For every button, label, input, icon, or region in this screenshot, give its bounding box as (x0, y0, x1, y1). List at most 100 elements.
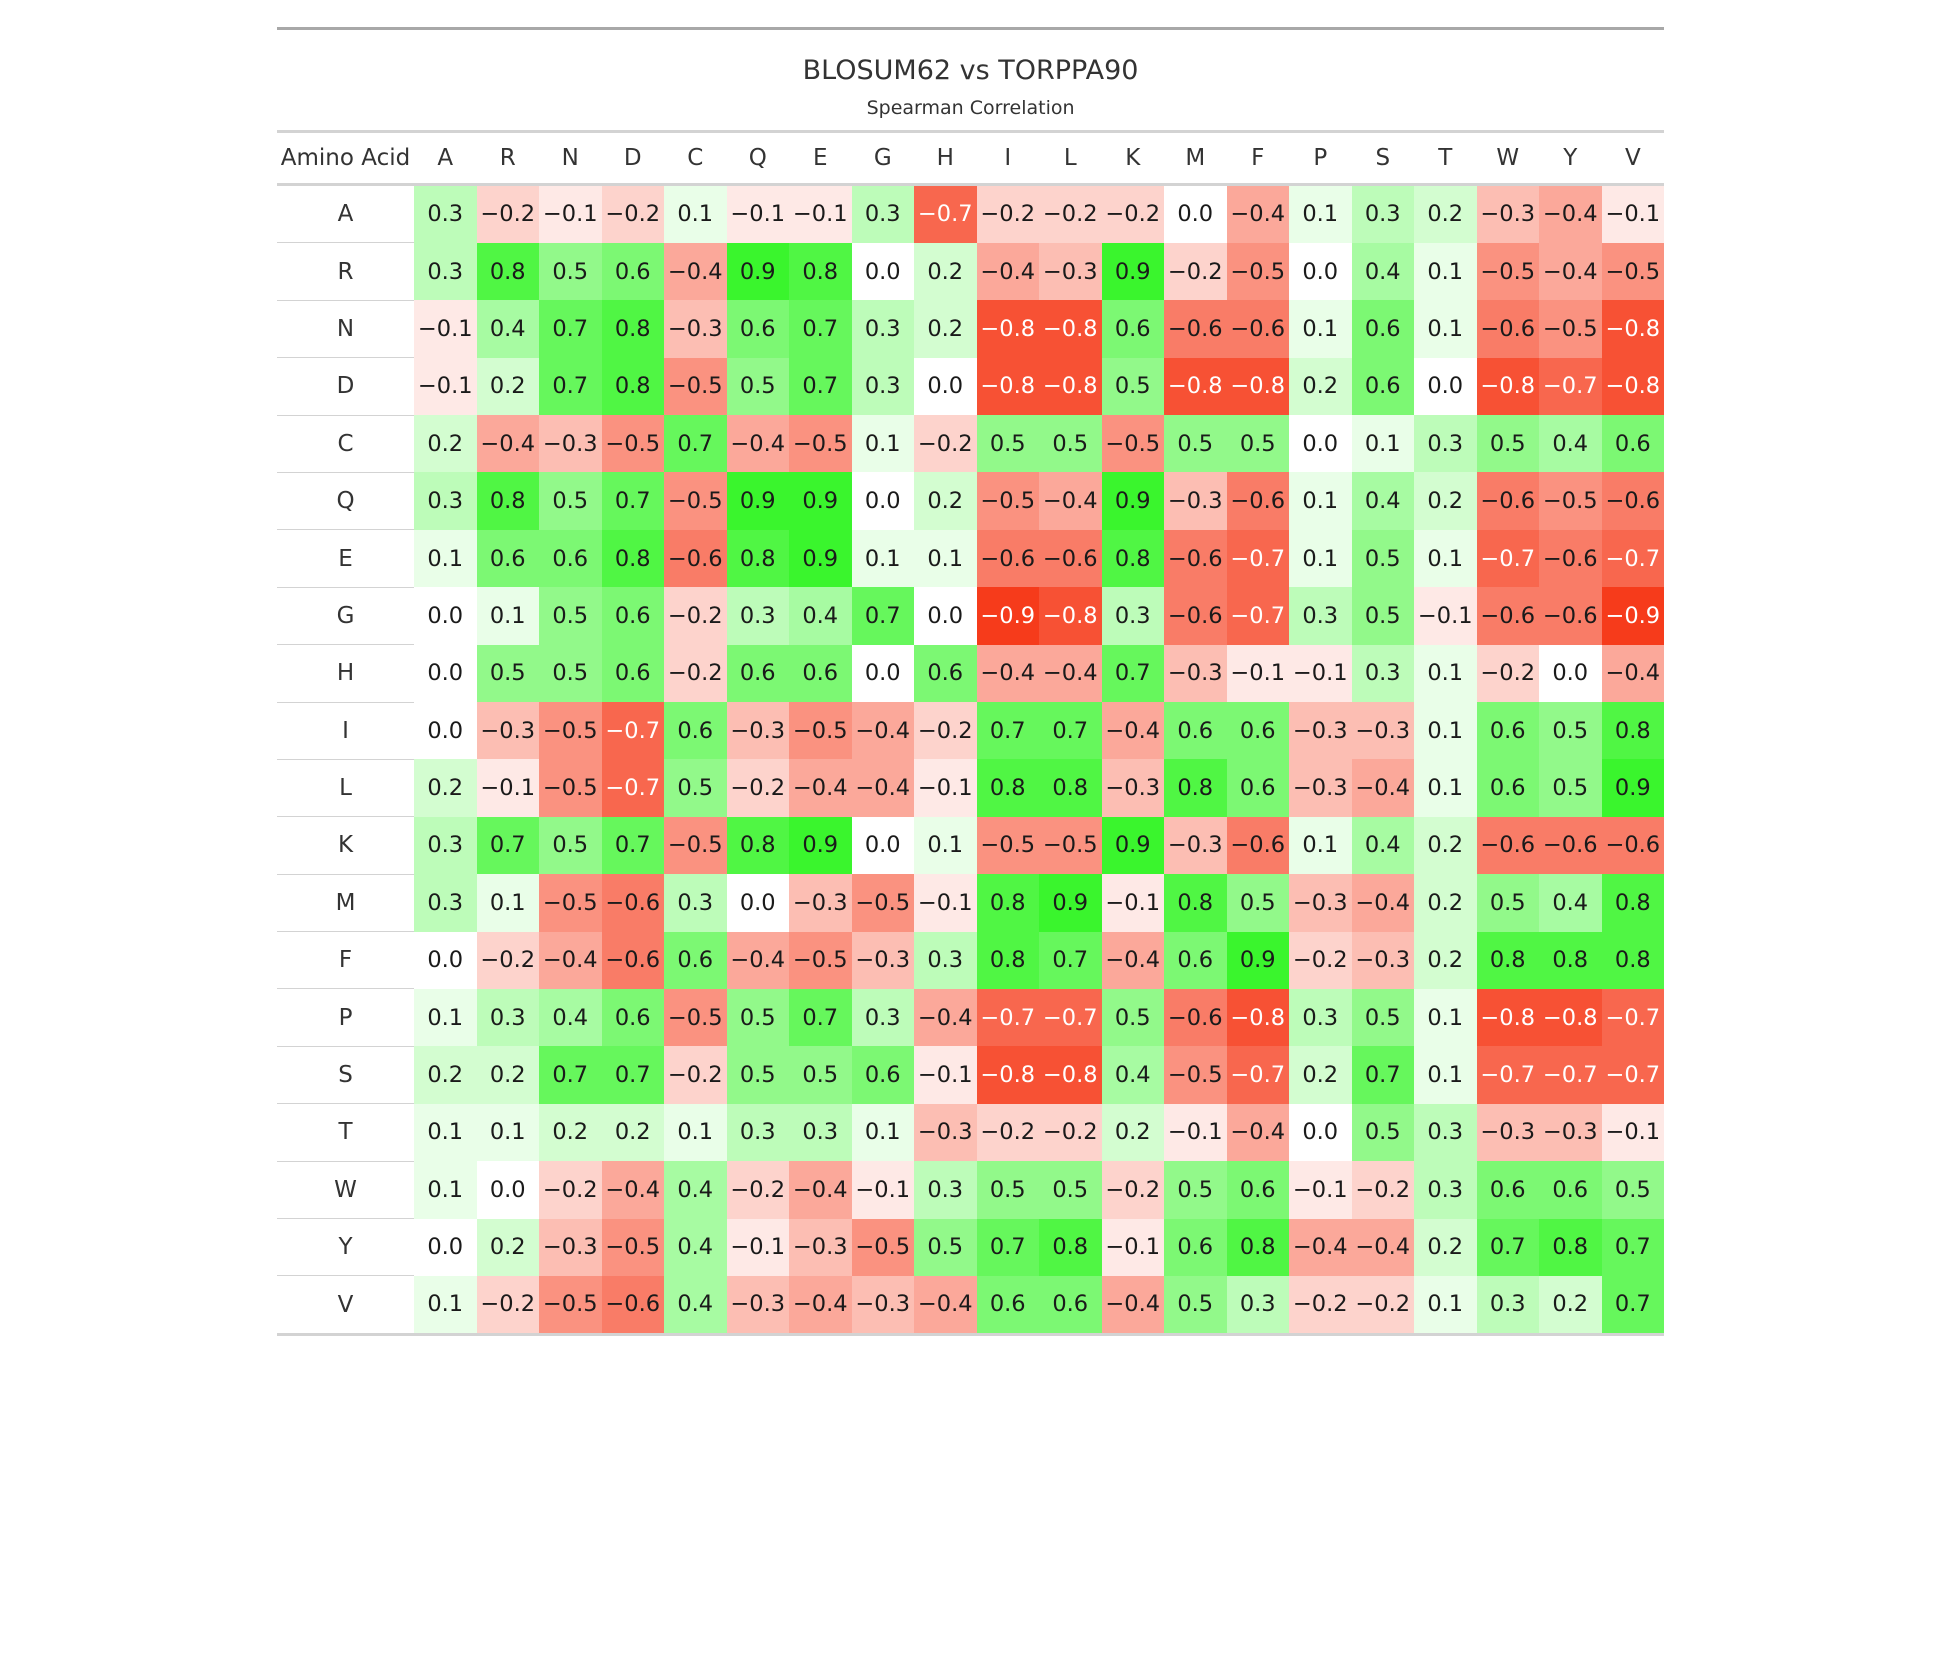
heatmap-cell-V-D: −0.6 (601, 1275, 664, 1335)
heatmap-cell-V-N: −0.5 (539, 1275, 602, 1335)
heatmap-cell-R-A: 0.3 (414, 242, 477, 301)
heatmap-cell-Q-F: −0.6 (1226, 472, 1289, 530)
heatmap-cell-D-K: 0.5 (1101, 357, 1164, 416)
heatmap-cell-T-E: 0.3 (789, 1103, 852, 1162)
heatmap-row-D: D −0.1 0.2 0.7 0.8 −0.5 0.5 0.7 0.3 0.0 −0.8 −0.8 0.… (277, 357, 1665, 416)
column-header-I: I (976, 131, 1039, 186)
heatmap-cell-K-N: 0.5 (539, 816, 602, 875)
heatmap-cell-K-D: 0.7 (601, 816, 664, 875)
heatmap-cell-R-S: 0.4 (1351, 242, 1414, 301)
heatmap-cell-C-H: −0.2 (914, 415, 977, 473)
heatmap-cell-R-N: 0.5 (539, 242, 602, 301)
heatmap-cell-P-G: 0.3 (851, 988, 914, 1047)
heatmap-cell-D-I: −0.8 (976, 357, 1039, 416)
heatmap-cell-R-D: 0.6 (601, 242, 664, 301)
heatmap-cell-F-F: 0.9 (1226, 931, 1289, 989)
heatmap-cell-S-V: −0.7 (1601, 1046, 1665, 1104)
heatmap-cell-Q-K: 0.9 (1101, 472, 1164, 530)
row-label-V: V (277, 1275, 414, 1335)
heatmap-cell-L-P: −0.3 (1289, 759, 1352, 817)
heatmap-cell-V-M: 0.5 (1164, 1275, 1227, 1335)
heatmap-cell-A-T: 0.2 (1414, 184, 1477, 243)
heatmap-cell-Q-Y: −0.5 (1539, 472, 1602, 530)
column-header-W: W (1476, 131, 1539, 186)
heatmap-cell-L-T: 0.1 (1414, 759, 1477, 817)
heatmap-cell-V-I: 0.6 (976, 1275, 1039, 1335)
heatmap-cell-F-C: 0.6 (664, 931, 727, 989)
heatmap-cell-R-F: −0.5 (1226, 242, 1289, 301)
heatmap-cell-P-C: −0.5 (664, 988, 727, 1047)
heatmap-cell-P-N: 0.4 (539, 988, 602, 1047)
heatmap-cell-N-A: −0.1 (414, 300, 477, 358)
heatmap-cell-Y-L: 0.8 (1039, 1218, 1102, 1276)
heatmap-cell-R-V: −0.5 (1601, 242, 1665, 301)
row-label-Y: Y (277, 1218, 414, 1276)
heatmap-cell-L-Y: 0.5 (1539, 759, 1602, 817)
title-row: BLOSUM62 vs TORPPA90 (277, 29, 1664, 86)
heatmap-cell-Y-H: 0.5 (914, 1218, 977, 1276)
heatmap-cell-V-R: −0.2 (476, 1275, 539, 1335)
heatmap-cell-I-D: −0.7 (601, 702, 664, 760)
heatmap-cell-M-W: 0.5 (1476, 874, 1539, 932)
heatmap-cell-Y-C: 0.4 (664, 1218, 727, 1276)
heatmap-cell-T-W: −0.3 (1476, 1103, 1539, 1162)
heatmap-cell-F-Y: 0.8 (1539, 931, 1602, 989)
heatmap-cell-H-A: 0.0 (414, 644, 477, 703)
row-label-P: P (277, 988, 414, 1047)
heatmap-cell-T-H: −0.3 (914, 1103, 977, 1162)
heatmap-cell-K-C: −0.5 (664, 816, 727, 875)
heatmap-cell-L-I: 0.8 (976, 759, 1039, 817)
heatmap-row-C: C 0.2 −0.4 −0.3 −0.5 0.7 −0.4 −0.5 0.1 −0.2 0.5 0.5… (277, 414, 1665, 473)
heatmap-cell-Q-D: 0.7 (601, 472, 664, 530)
heatmap-cell-C-G: 0.1 (851, 415, 914, 473)
heatmap-cell-Y-I: 0.7 (976, 1218, 1039, 1276)
heatmap-cell-Y-M: 0.6 (1164, 1218, 1227, 1276)
heatmap-cell-G-S: 0.5 (1351, 587, 1414, 645)
heatmap-cell-N-P: 0.1 (1289, 300, 1352, 358)
heatmap-cell-I-N: −0.5 (539, 702, 602, 760)
heatmap-cell-V-L: 0.6 (1039, 1275, 1102, 1335)
heatmap-cell-L-V: 0.9 (1601, 759, 1665, 817)
heatmap-cell-M-C: 0.3 (664, 874, 727, 932)
heatmap-cell-N-H: 0.2 (914, 300, 977, 358)
heatmap-cell-R-R: 0.8 (476, 242, 539, 301)
row-label-Q: Q (277, 471, 414, 530)
column-header-G: G (851, 131, 914, 186)
heatmap-cell-M-S: −0.4 (1351, 874, 1414, 932)
heatmap-cell-A-N: −0.1 (539, 184, 602, 243)
heatmap-cell-P-K: 0.5 (1101, 988, 1164, 1047)
heatmap-cell-S-T: 0.1 (1414, 1046, 1477, 1104)
heatmap-cell-H-R: 0.5 (476, 644, 539, 703)
heatmap-cell-K-Q: 0.8 (726, 816, 789, 875)
heatmap-cell-N-G: 0.3 (851, 300, 914, 358)
heatmap-cell-F-M: 0.6 (1164, 931, 1227, 989)
heatmap-cell-N-V: −0.8 (1601, 300, 1665, 358)
heatmap-cell-Y-S: −0.4 (1351, 1218, 1414, 1276)
heatmap-cell-A-D: −0.2 (601, 184, 664, 243)
column-header-E: E (789, 131, 852, 186)
heatmap-cell-L-L: 0.8 (1039, 759, 1102, 817)
heatmap-cell-N-D: 0.8 (601, 300, 664, 358)
heatmap-cell-A-S: 0.3 (1351, 184, 1414, 243)
heatmap-cell-R-I: −0.4 (976, 242, 1039, 301)
heatmap-cell-Q-N: 0.5 (539, 472, 602, 530)
heatmap-cell-A-P: 0.1 (1289, 184, 1352, 243)
heatmap-row-Q: Q 0.3 0.8 0.5 0.7 −0.5 0.9 0.9 0.0 0.2 −0.5 −0.4 0.9… (277, 471, 1665, 530)
heatmap-cell-M-T: 0.2 (1414, 874, 1477, 932)
heatmap-cell-T-Q: 0.3 (726, 1103, 789, 1162)
heatmap-cell-G-V: −0.9 (1601, 587, 1665, 645)
heatmap-cell-L-A: 0.2 (414, 759, 477, 817)
heatmap-cell-D-R: 0.2 (476, 357, 539, 416)
heatmap-cell-H-M: −0.3 (1164, 644, 1227, 703)
heatmap-cell-K-V: −0.6 (1601, 816, 1665, 875)
heatmap-cell-Y-Q: −0.1 (726, 1218, 789, 1276)
heatmap-cell-I-E: −0.5 (789, 702, 852, 760)
heatmap-cell-Y-N: −0.3 (539, 1218, 602, 1276)
heatmap-cell-M-Y: 0.4 (1539, 874, 1602, 932)
heatmap-cell-E-Q: 0.8 (726, 529, 789, 588)
heatmap-cell-W-N: −0.2 (539, 1161, 602, 1219)
heatmap-cell-N-F: −0.6 (1226, 300, 1289, 358)
heatmap-cell-M-V: 0.8 (1601, 874, 1665, 932)
heatmap-cell-A-Q: −0.1 (726, 184, 789, 243)
